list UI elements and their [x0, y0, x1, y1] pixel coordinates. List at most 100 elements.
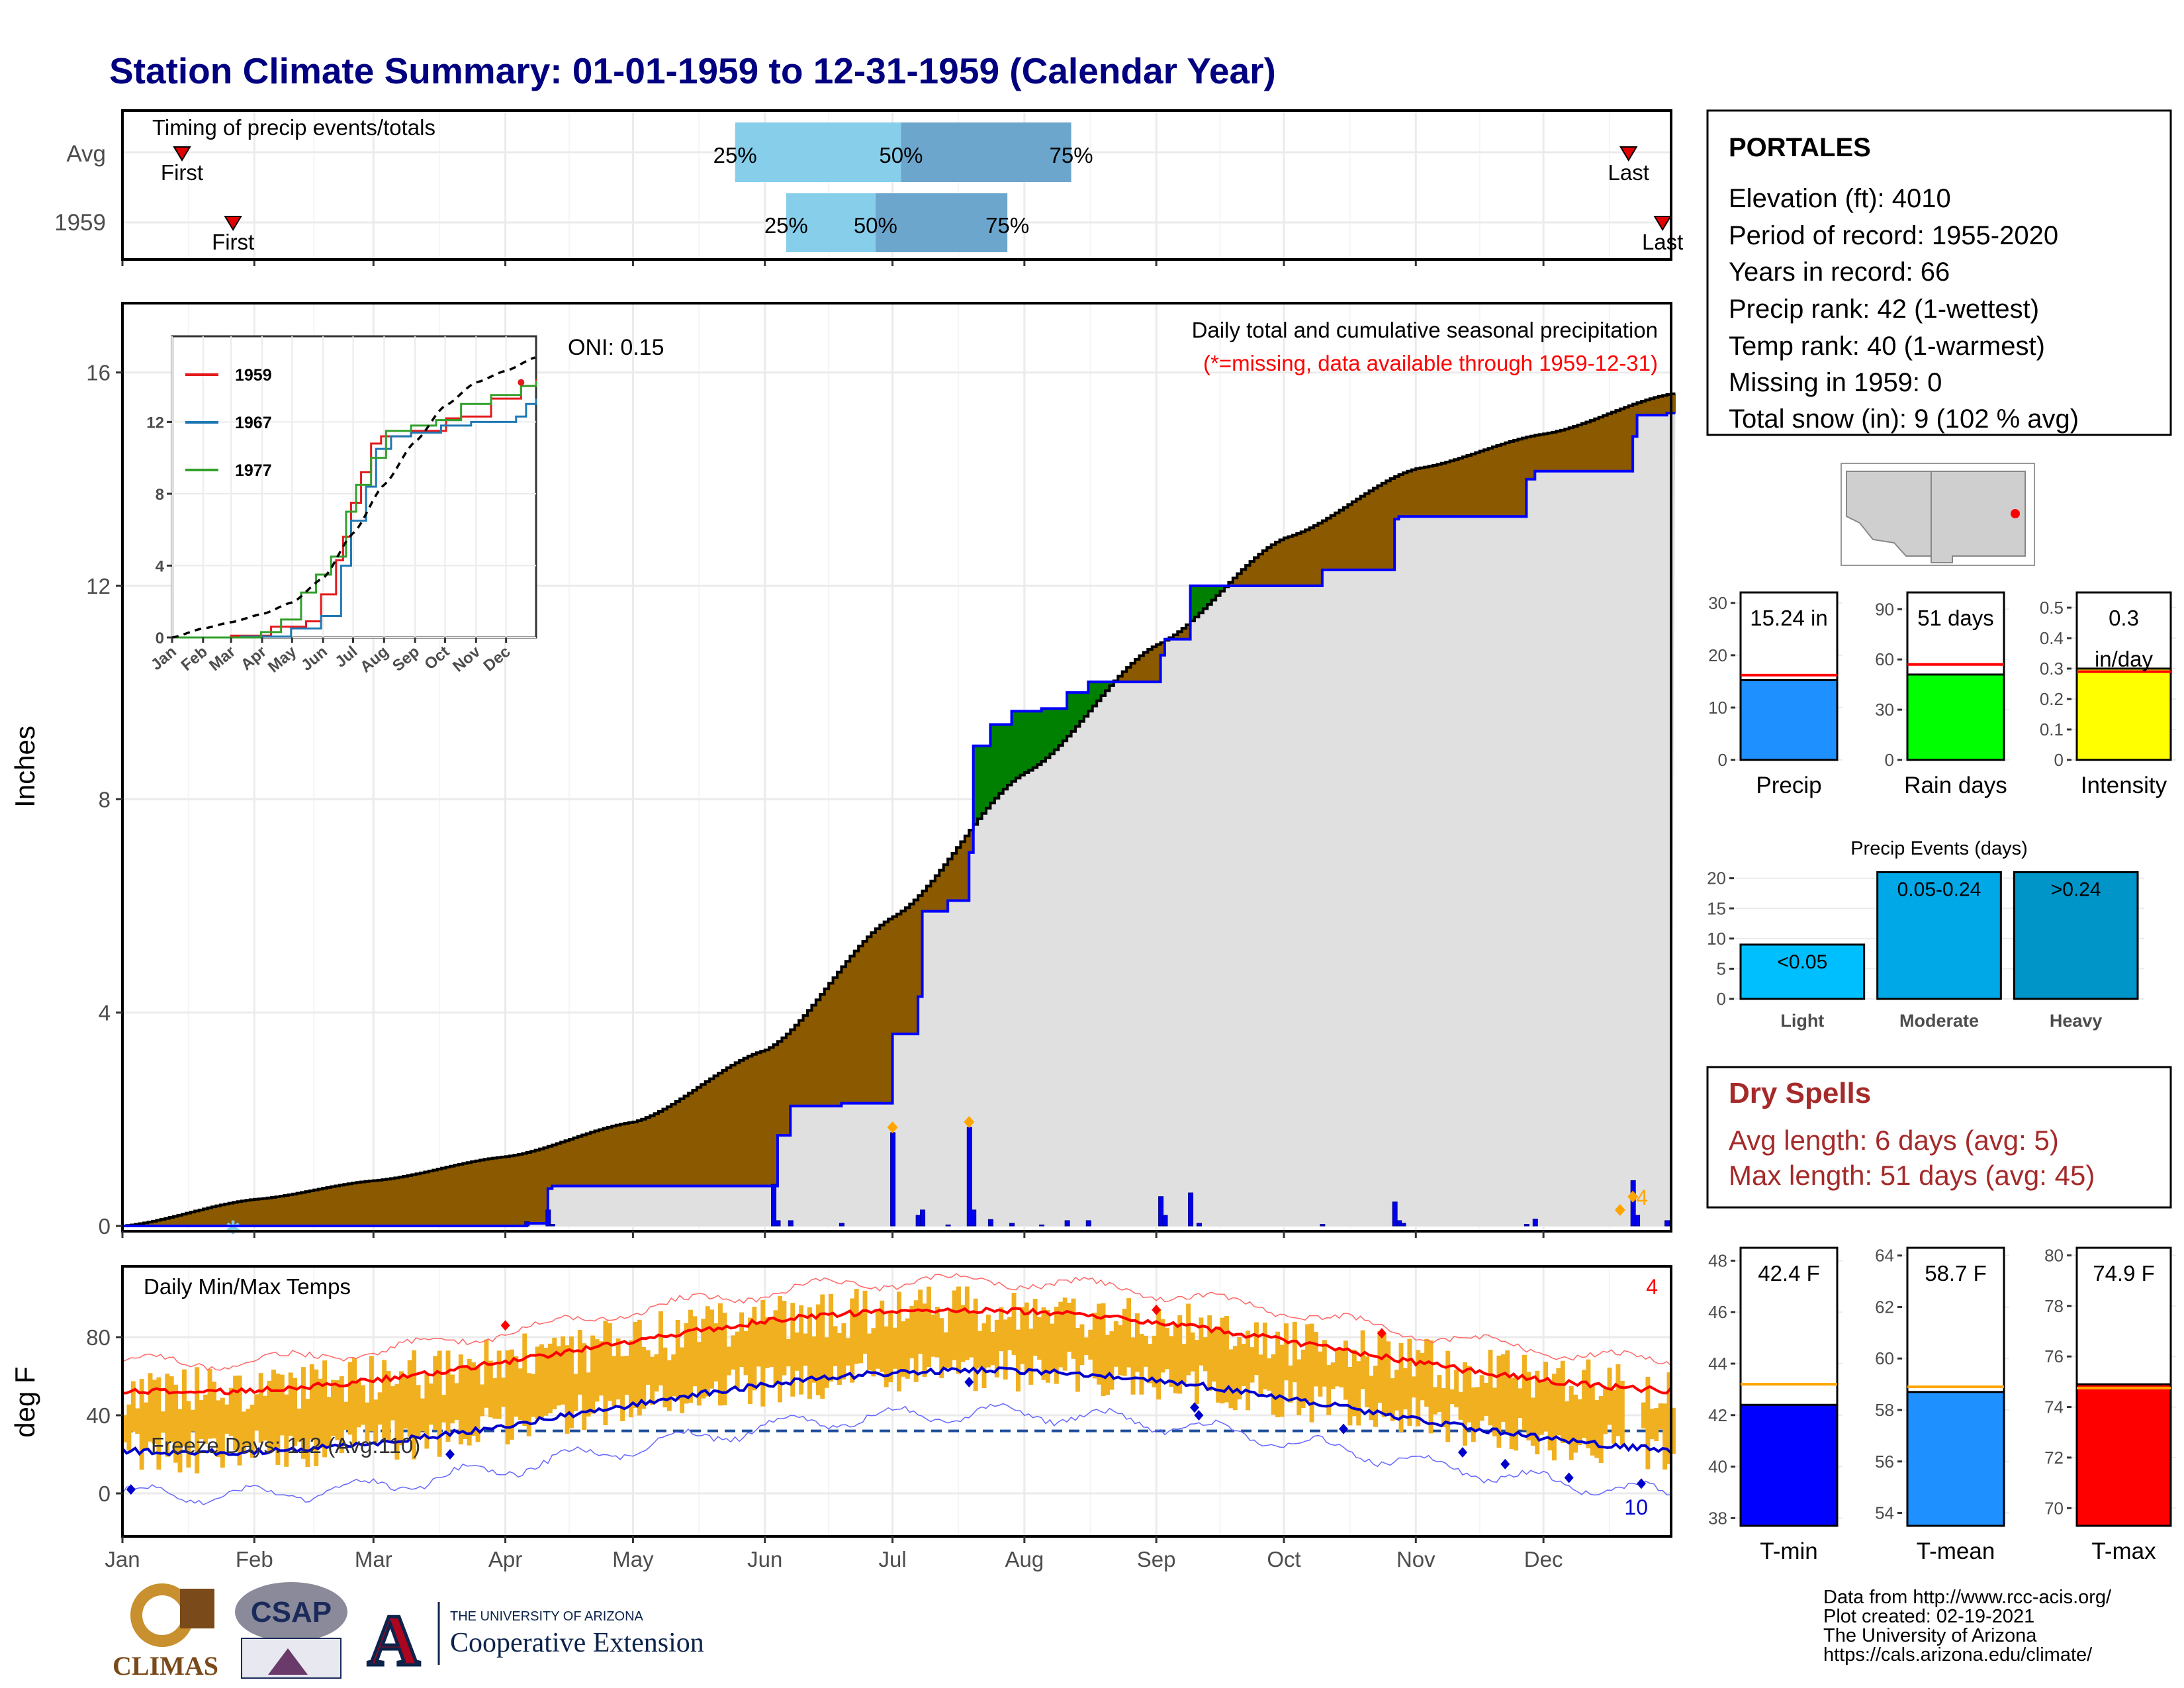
summary-tick-label: 0: [1717, 989, 1726, 1009]
deficit-segment: [1365, 493, 1370, 570]
deficit-segment: [314, 1190, 319, 1226]
temp-range-bar: [1237, 1336, 1242, 1400]
temp-range-bar: [220, 1397, 225, 1468]
deficit-segment: [1288, 536, 1293, 586]
temp-range-bar: [1330, 1362, 1336, 1389]
deficit-segment: [624, 1123, 629, 1186]
deficit-segment: [1619, 408, 1625, 471]
temp-range-bar: [309, 1364, 314, 1440]
daily-precip-bar: [1009, 1223, 1015, 1227]
temp-lines: [121, 1273, 1672, 1505]
ua-logo-bg: [361, 1602, 427, 1668]
deficit-segment: [1398, 474, 1404, 517]
deficit-segment: [1152, 647, 1157, 682]
temp-range-bar: [709, 1309, 715, 1389]
deficit-segment: [1373, 488, 1379, 570]
climas-logo-text: CLIMAS: [113, 1651, 218, 1681]
temp-range-bar: [790, 1303, 796, 1397]
temp-range-bar: [1165, 1327, 1169, 1370]
daily-precip-bar: [1064, 1220, 1070, 1227]
daily-precip-bar: [775, 1220, 781, 1227]
deficit-segment: [263, 1198, 268, 1226]
temp-range-bar: [1416, 1350, 1421, 1427]
deficit-segment: [1488, 448, 1493, 517]
deficit-segment: [739, 1060, 745, 1186]
deficit-segment: [356, 1182, 361, 1226]
temp-range-bar: [1160, 1319, 1165, 1373]
summary-value-label: in/day: [2095, 647, 2154, 671]
deficit-segment: [1347, 504, 1353, 570]
deficit-segment: [1641, 401, 1647, 416]
temp-range-bar: [510, 1349, 514, 1440]
deficit-segment: [1658, 396, 1663, 416]
timing-bar-25-50: [786, 193, 876, 252]
deficit-segment: [778, 1041, 783, 1136]
temp-range-bar: [450, 1374, 455, 1424]
temp-range-bar: [1058, 1301, 1064, 1368]
temp-range-bar: [569, 1336, 574, 1429]
deficit-segment: [577, 1136, 582, 1186]
deficit-segment: [186, 1213, 191, 1226]
daily-precip-bar: [971, 1209, 977, 1227]
temp-range-bar: [1071, 1298, 1076, 1359]
record-low-marker-icon: [1500, 1458, 1510, 1470]
ua-small-text: THE UNIVERSITY OF ARIZONA: [450, 1609, 644, 1624]
snow-marker-icon: ✱: [225, 1217, 240, 1238]
event-bar-label: >0.24: [2051, 879, 2101, 901]
deficit-segment: [450, 1166, 455, 1226]
summary-tick-label: 38: [1708, 1508, 1727, 1528]
daily-precip-bar: [788, 1220, 794, 1227]
temp-range-bar: [203, 1394, 208, 1444]
surplus-segment: [1083, 692, 1089, 717]
deficit-segment: [1407, 471, 1412, 517]
event-bar-heavy: [2013, 871, 2139, 1000]
deficit-segment: [296, 1193, 302, 1226]
temp-range-bar: [535, 1346, 540, 1419]
summary-tick-label: 0.1: [2040, 720, 2064, 739]
temp-range-bar: [1092, 1312, 1097, 1379]
temp-range-bar: [590, 1335, 596, 1414]
temp-range-bar: [424, 1374, 430, 1449]
deficit-segment: [467, 1162, 472, 1226]
temp-range-bar: [356, 1379, 361, 1428]
summary-value-bar: [1906, 1391, 2005, 1527]
temp-range-bar: [1500, 1354, 1506, 1422]
deficit-segment: [590, 1132, 596, 1186]
temp-range-bar: [242, 1411, 246, 1452]
temp-range-bar: [190, 1409, 195, 1432]
deficit-segment: [948, 859, 953, 901]
deficit-segment: [1573, 426, 1578, 471]
deficit-segment: [573, 1137, 578, 1186]
deficit-segment: [1518, 439, 1523, 517]
deficit-segment: [522, 1153, 527, 1226]
daily-precip-bar: [1039, 1224, 1045, 1227]
temp-range-bar: [1671, 1407, 1676, 1454]
temp-range-bar: [322, 1360, 328, 1458]
temp-range-bar: [1007, 1317, 1013, 1350]
deficit-segment: [1420, 467, 1425, 517]
temp-range-bar: [199, 1399, 204, 1440]
deficit-segment: [182, 1214, 187, 1226]
missing-min-count: 10: [1624, 1495, 1648, 1519]
record-min-line: [122, 1403, 1672, 1505]
deficit-segment: [880, 925, 885, 1103]
precip-y-axis: 0 4 8 12 16: [86, 361, 1545, 1239]
climas-logo-ring: [142, 1595, 182, 1635]
temp-range-bar: [1067, 1302, 1072, 1352]
temp-range-bar: [722, 1313, 727, 1405]
avg-max-line: [122, 1306, 1672, 1395]
temp-range-bar: [182, 1369, 187, 1447]
month-label: Sep: [1137, 1547, 1176, 1571]
station-name: PORTALES: [1729, 133, 1871, 162]
surplus-segment: [1003, 724, 1008, 790]
deficit-segment: [1433, 465, 1438, 517]
temp-range-bar: [1297, 1359, 1302, 1415]
deficit-segment: [207, 1207, 212, 1226]
temp-range-bar: [1181, 1344, 1187, 1384]
event-category-label: Light: [1780, 1011, 1824, 1031]
deficit-segment: [897, 914, 902, 1034]
deficit-segment: [867, 937, 872, 1103]
summary-tick-label: 60: [1875, 1348, 1894, 1368]
temp-range-bar: [1556, 1368, 1561, 1436]
deficit-segment: [913, 900, 919, 1034]
